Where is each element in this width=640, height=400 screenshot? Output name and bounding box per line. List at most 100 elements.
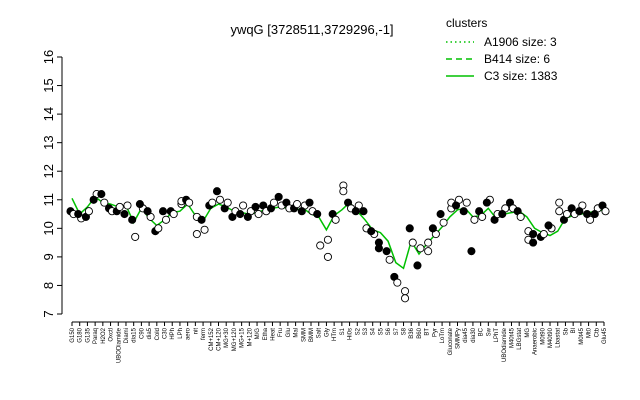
y-tick-label: 9 [41, 253, 56, 260]
data-point [408, 238, 417, 247]
data-point [436, 210, 445, 219]
x-tick-label: S1 [340, 327, 346, 335]
data-point [254, 210, 263, 219]
x-tick-label: S6 [386, 327, 392, 335]
data-point [498, 210, 507, 219]
x-tick-label: Gly [324, 328, 330, 337]
data-point [601, 207, 610, 216]
x-tick-label: Paraq [93, 328, 99, 344]
data-point [135, 200, 144, 209]
data-point [185, 198, 194, 207]
x-tick-label: Bl [571, 328, 577, 333]
data-point [478, 212, 487, 221]
x-tick-label: G135 [85, 327, 91, 342]
data-point [89, 195, 98, 204]
legend-label: A1906 size: 3 [484, 35, 557, 49]
chart-title: ywqG [3728511,3729296,-1] [230, 22, 393, 37]
x-tick-label: HPh [170, 328, 176, 340]
data-point [400, 294, 410, 303]
y-tick-label: 13 [41, 135, 56, 149]
x-tick-label: ferm [201, 328, 207, 340]
data-point [269, 198, 279, 207]
x-tick-label: SMMPy [456, 328, 462, 349]
data-point [123, 201, 132, 210]
data-point [583, 210, 592, 219]
x-tick-label: Gluconate [448, 327, 454, 355]
y-tick-label: 10 [41, 221, 56, 235]
data-point [239, 201, 248, 210]
data-point [97, 190, 106, 199]
x-tick-label: CM+152 [209, 327, 215, 351]
data-point [200, 225, 209, 234]
data-point [212, 187, 222, 196]
data-point [192, 229, 201, 239]
x-tick-label: Cold [155, 328, 161, 340]
data-point [393, 278, 402, 287]
data-point [100, 198, 109, 207]
x-tick-label: Etha [263, 327, 269, 340]
x-tick-label: B60 [417, 327, 423, 338]
data-point [529, 229, 538, 239]
data-point [439, 218, 448, 227]
data-point [529, 238, 538, 247]
x-tick-label: dia15 [132, 327, 138, 342]
data-point [451, 201, 461, 210]
x-tick-label: MG+30 [224, 327, 230, 348]
x-tick-label: S2 [355, 327, 361, 335]
x-tick-label: LBGstat [517, 328, 523, 350]
data-point [575, 207, 584, 216]
x-tick-label: S5 [378, 327, 384, 335]
data-point [470, 215, 479, 224]
data-point [424, 238, 433, 247]
data-point [161, 215, 171, 224]
data-point [555, 198, 564, 207]
data-point [385, 255, 394, 264]
data-point [243, 212, 252, 221]
data-point [382, 247, 391, 256]
x-tick-label: Sw [486, 327, 492, 336]
x-tick-label: Salt [317, 328, 323, 339]
x-tick-label: BC [479, 327, 485, 336]
data-point [405, 224, 414, 233]
data-point [74, 210, 83, 219]
data-point [555, 207, 564, 216]
y-tick-label: 12 [41, 164, 56, 178]
data-point [208, 198, 217, 207]
x-tick-label: H2O2 [101, 327, 107, 343]
data-point [169, 210, 178, 219]
data-point [374, 244, 383, 253]
x-tick-label: MG+120 [232, 327, 238, 351]
x-tick-label: UBOdiamide [502, 327, 508, 362]
data-point [115, 202, 124, 211]
x-tick-label: M40t45 [509, 327, 515, 348]
x-tick-label: S8 [402, 327, 408, 335]
data-point [197, 215, 206, 224]
data-point [143, 207, 152, 216]
data-point [305, 198, 314, 207]
x-tick-label: Anaerobic [533, 328, 539, 355]
data-point [331, 215, 340, 224]
x-tick-label: G180 [78, 327, 84, 342]
x-tick-label: Glu [286, 328, 292, 337]
data-point [297, 207, 306, 216]
x-tick-label: M+120 [247, 327, 253, 346]
data-point [424, 247, 433, 256]
x-tick-label: M0t45 [579, 327, 585, 344]
y-tick-label: 14 [41, 107, 56, 121]
x-axis: G150 G180 G135 Paraq H2O2 Oxctl UBODiamide Diam… [70, 321, 608, 363]
x-tick-label: C90 [139, 327, 145, 339]
legend-label: C3 size: 1383 [484, 69, 558, 83]
data-point [251, 202, 260, 211]
x-tick-label: Oxctl [109, 328, 115, 342]
x-tick-label: CM+120 [216, 327, 222, 351]
data-point [482, 198, 491, 207]
x-tick-label: Fru [278, 328, 284, 337]
y-tick-label: 11 [41, 193, 56, 207]
data-point [154, 224, 163, 233]
data-point [316, 241, 325, 250]
x-tick-label: Sb [563, 327, 569, 335]
data-point [158, 207, 168, 216]
data-point [367, 227, 376, 236]
data-point [351, 207, 360, 216]
